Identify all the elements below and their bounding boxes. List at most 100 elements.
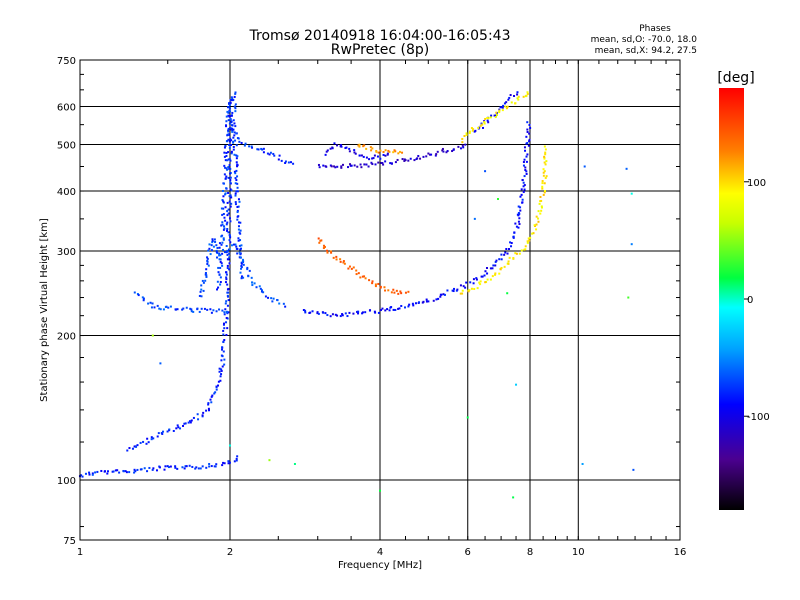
- data-point: [461, 137, 464, 140]
- data-point: [221, 221, 224, 224]
- data-point: [201, 415, 204, 418]
- data-point: [386, 153, 389, 156]
- data-point: [540, 205, 543, 208]
- data-point: [261, 289, 264, 292]
- data-point: [342, 261, 345, 264]
- data-point: [363, 275, 366, 278]
- data-point: [227, 129, 230, 132]
- data-point: [216, 280, 219, 283]
- data-point: [218, 273, 221, 276]
- data-point: [225, 278, 228, 281]
- data-point: [401, 158, 404, 161]
- data-point: [392, 151, 395, 154]
- data-point: [235, 161, 238, 164]
- colorbar-tick-label: 100: [747, 178, 766, 189]
- data-point: [199, 290, 202, 293]
- data-point: [320, 239, 323, 242]
- data-point: [505, 101, 508, 104]
- data-point: [434, 154, 437, 157]
- data-point: [251, 284, 254, 287]
- data-point: [223, 363, 226, 366]
- data-point: [521, 201, 524, 204]
- data-point: [218, 252, 221, 255]
- data-point: [415, 158, 418, 161]
- data-point: [228, 140, 231, 143]
- data-point: [465, 132, 468, 135]
- data-point: [219, 281, 222, 284]
- data-point: [513, 231, 516, 234]
- data-point: [484, 170, 487, 173]
- data-point: [470, 287, 473, 290]
- data-point: [515, 225, 518, 228]
- data-point: [210, 311, 213, 314]
- data-point: [464, 143, 467, 146]
- data-point: [543, 191, 546, 194]
- data-point: [311, 310, 314, 313]
- colorbar-label: [deg]: [717, 70, 754, 86]
- data-point: [112, 470, 115, 473]
- data-point: [322, 311, 325, 314]
- data-point: [229, 137, 232, 140]
- data-point: [230, 152, 233, 155]
- x-tick-label: 2: [227, 547, 233, 558]
- data-point: [483, 274, 486, 277]
- data-point: [517, 205, 520, 208]
- data-point: [541, 206, 544, 209]
- data-point: [441, 147, 444, 150]
- data-point: [227, 291, 230, 294]
- data-point: [220, 243, 223, 246]
- data-point: [473, 130, 476, 133]
- data-point: [471, 129, 474, 132]
- data-point: [384, 289, 387, 292]
- data-point: [413, 159, 416, 162]
- data-point: [467, 290, 470, 293]
- data-point: [357, 144, 360, 147]
- data-point: [142, 297, 145, 300]
- data-point: [202, 289, 205, 292]
- data-points: [78, 91, 635, 499]
- data-point: [374, 163, 377, 166]
- data-point: [506, 292, 509, 295]
- data-point: [241, 260, 244, 263]
- data-point: [522, 190, 525, 193]
- x-tick-label: 6: [465, 547, 471, 558]
- data-point: [238, 231, 241, 234]
- data-point: [136, 444, 139, 447]
- data-point: [541, 187, 544, 190]
- data-point: [227, 119, 230, 122]
- data-point: [204, 272, 207, 275]
- data-point: [235, 169, 238, 172]
- data-point: [228, 104, 231, 107]
- data-point: [206, 262, 209, 265]
- data-point: [162, 430, 165, 433]
- data-point: [520, 193, 523, 196]
- data-point: [379, 309, 382, 312]
- data-point: [514, 102, 517, 105]
- data-point: [199, 467, 202, 470]
- data-point: [354, 152, 357, 155]
- data-point: [382, 163, 385, 166]
- x-mode-f2-trace: [459, 145, 548, 295]
- data-point: [225, 154, 228, 157]
- data-point: [521, 178, 524, 181]
- data-point: [412, 304, 415, 307]
- data-point: [124, 470, 127, 473]
- data-point: [494, 272, 497, 275]
- data-point: [369, 309, 372, 312]
- data-point: [396, 158, 399, 161]
- data-point: [371, 157, 374, 160]
- data-point: [535, 223, 538, 226]
- data-point: [234, 92, 237, 95]
- data-point: [229, 194, 232, 197]
- data-point: [223, 216, 226, 219]
- data-point: [224, 219, 227, 222]
- data-point: [228, 217, 231, 220]
- data-point: [482, 126, 485, 129]
- data-point: [481, 275, 484, 278]
- data-point: [215, 385, 218, 388]
- data-point: [521, 198, 524, 201]
- o-mode-f2-trace: [302, 121, 532, 318]
- data-point: [237, 239, 240, 242]
- data-point: [537, 217, 540, 220]
- data-point: [224, 177, 227, 180]
